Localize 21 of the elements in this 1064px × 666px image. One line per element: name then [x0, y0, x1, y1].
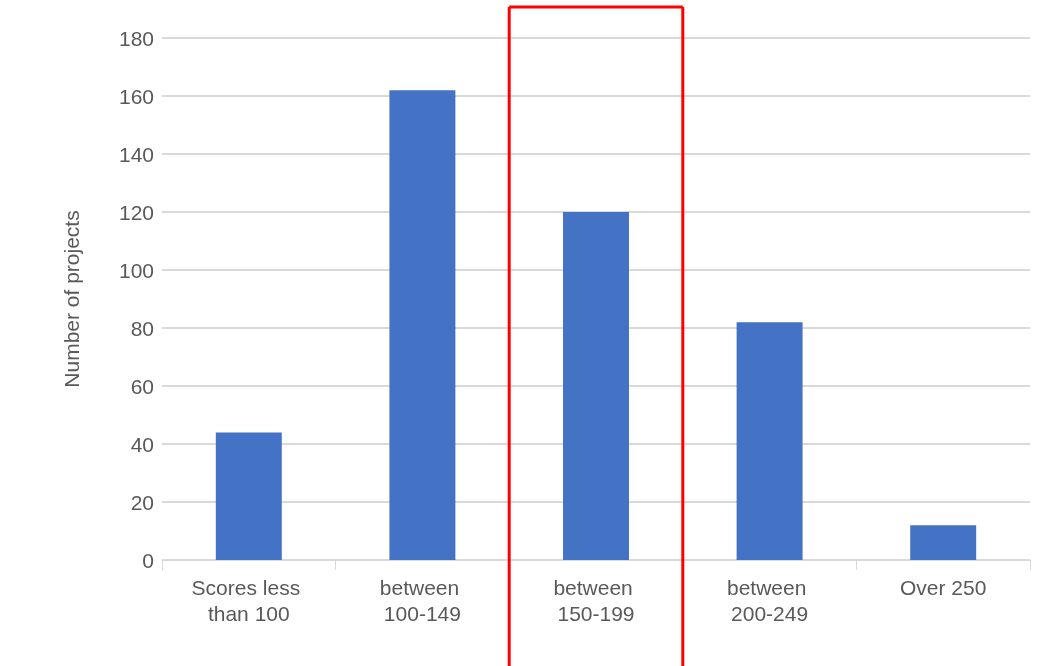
- x-tick-label: between 200-249: [726, 575, 813, 625]
- y-tick-label: 140: [118, 142, 154, 166]
- bar: [736, 322, 803, 560]
- y-tick-label: 60: [130, 374, 154, 398]
- y-tick-label: 160: [118, 84, 154, 108]
- bar: [389, 90, 456, 560]
- bar: [215, 432, 282, 560]
- y-tick-label: 40: [130, 432, 154, 456]
- y-tick-label: 180: [118, 26, 154, 50]
- x-tick-label: Scores less than 100: [191, 575, 306, 625]
- y-tick-label: 80: [130, 316, 154, 340]
- y-tick-label: 20: [130, 490, 154, 514]
- x-tick-label: between 150-199: [553, 575, 639, 625]
- y-tick-label: 120: [118, 200, 154, 224]
- y-tick-label: 0: [142, 548, 154, 572]
- bar: [563, 212, 629, 560]
- y-axis-title: Number of projects: [60, 210, 83, 388]
- x-tick-label: between 100-149: [379, 575, 466, 625]
- bar: [910, 525, 977, 560]
- x-tick-label: Over 250: [900, 575, 987, 599]
- y-tick-label: 100: [118, 258, 154, 282]
